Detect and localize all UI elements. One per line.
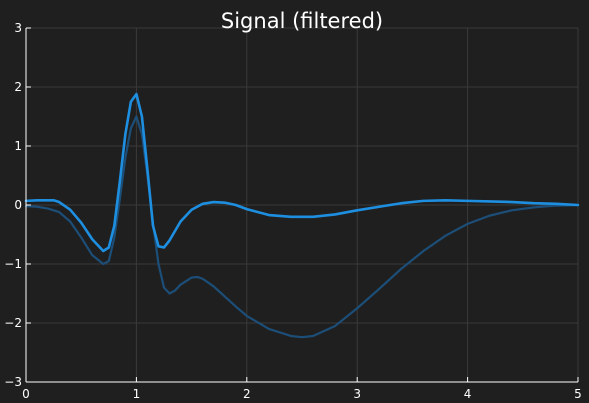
ticks: 0 1 2 3 4 5 −3 −2 −1 0 1 2 3 [4, 21, 582, 401]
x-tick-label: 1 [133, 387, 141, 401]
y-tick-label: 3 [14, 21, 22, 35]
chart-title: Signal (filtered) [221, 9, 383, 33]
y-tick-label: 1 [14, 139, 22, 153]
x-tick-label: 2 [243, 387, 251, 401]
series-line-filtered [24, 92, 580, 253]
x-tick-label: 4 [464, 387, 472, 401]
y-tick-label: −3 [4, 375, 22, 389]
y-tick-label: −2 [4, 316, 22, 330]
x-tick-label: 0 [22, 387, 30, 401]
y-tick-label: 0 [14, 198, 22, 212]
x-tick-label: 3 [353, 387, 361, 401]
x-tick-label: 5 [574, 387, 582, 401]
series-line-raw [24, 115, 580, 339]
series-group [24, 92, 580, 339]
y-tick-label: 2 [14, 80, 22, 94]
y-tick-label: −1 [4, 257, 22, 271]
